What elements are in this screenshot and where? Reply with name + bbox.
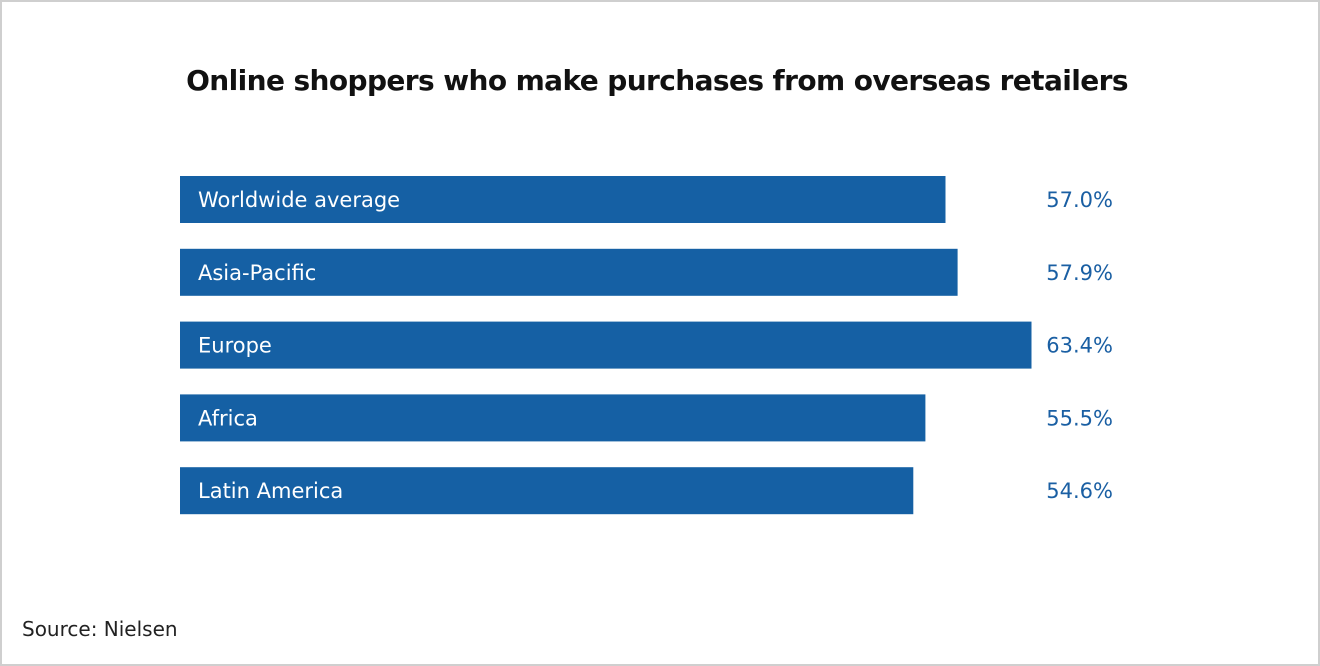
bar [180,248,958,296]
source-note: Source: Nielsen [22,617,178,641]
data-label: 63.4% [1046,334,1113,358]
bar [180,321,1032,369]
chart-title: Online shoppers who make purchases from … [186,64,1128,97]
bar-chart: Worldwide average 57.0% Asia-Pacific 57.9% E… [180,176,1113,515]
category-label: Africa [198,406,258,430]
data-label: 57.9% [1046,261,1113,285]
bar [180,176,946,223]
data-label: 57.0% [1046,188,1113,212]
category-label: Asia-Pacific [198,261,316,285]
category-label: Europe [198,334,272,358]
category-label: Worldwide average [198,188,400,212]
data-label: 55.5% [1046,406,1113,430]
bar [180,394,926,442]
bar [180,467,914,515]
category-label: Latin America [198,479,343,503]
data-label: 54.6% [1046,479,1113,503]
